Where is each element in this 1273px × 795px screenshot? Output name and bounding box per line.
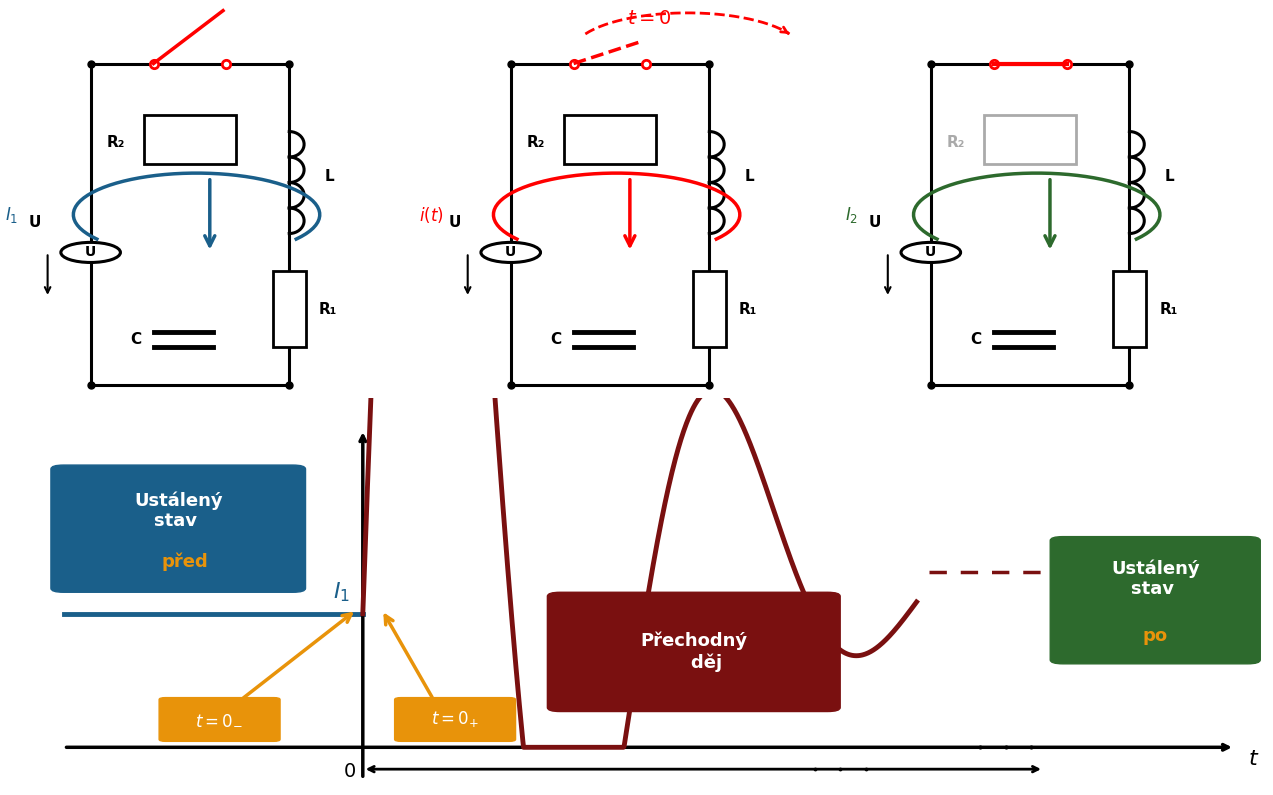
Text: $t = 0_{+}$: $t = 0_{+}$ [432,709,479,730]
Text: C: C [551,332,561,347]
Text: před: před [162,553,207,572]
Text: R₂: R₂ [107,135,125,150]
Text: po: po [1143,627,1167,645]
Bar [693,271,726,347]
Bar [984,114,1077,164]
Bar [564,114,657,164]
Text: U: U [505,246,517,259]
Text: Přechodný
    děj: Přechodný děj [640,632,747,672]
Text: U: U [868,215,881,230]
Circle shape [61,242,121,262]
Text: R₂: R₂ [527,135,545,150]
Text: L: L [325,169,334,184]
Bar [1113,271,1146,347]
Text: L: L [745,169,754,184]
Text: U: U [85,246,97,259]
Text: $t = 0$: $t = 0$ [628,9,671,28]
Text: U: U [448,215,461,230]
Text: $I_2$: $I_2$ [1101,539,1118,563]
Text: R₁: R₁ [740,301,757,316]
Bar [272,271,306,347]
Text: R₁: R₁ [1160,301,1178,316]
Text: $I_2$: $I_2$ [845,204,858,225]
Text: C: C [131,332,141,347]
Text: $i(t)$: $i(t)$ [419,204,444,225]
Circle shape [481,242,541,262]
FancyBboxPatch shape [159,698,280,741]
Text: C: C [971,332,981,347]
Text: $t = 0_{-}$: $t = 0_{-}$ [196,711,243,728]
Text: U: U [28,215,41,230]
FancyBboxPatch shape [547,592,840,712]
Text: L: L [1165,169,1174,184]
Text: U: U [925,246,937,259]
Text: $t$: $t$ [1248,749,1259,770]
Text: R₂: R₂ [947,135,965,150]
Text: $I_1$: $I_1$ [5,204,18,225]
Text: 0: 0 [344,762,356,781]
FancyBboxPatch shape [395,698,516,741]
Text: $I_1$: $I_1$ [334,580,350,604]
Text: Ustálený
stav: Ustálený stav [134,491,223,530]
FancyBboxPatch shape [51,465,306,592]
Circle shape [901,242,961,262]
Bar [144,114,237,164]
Text: Ustálený
stav: Ustálený stav [1111,559,1199,599]
FancyBboxPatch shape [1050,537,1260,664]
Text: R₁: R₁ [320,301,337,316]
